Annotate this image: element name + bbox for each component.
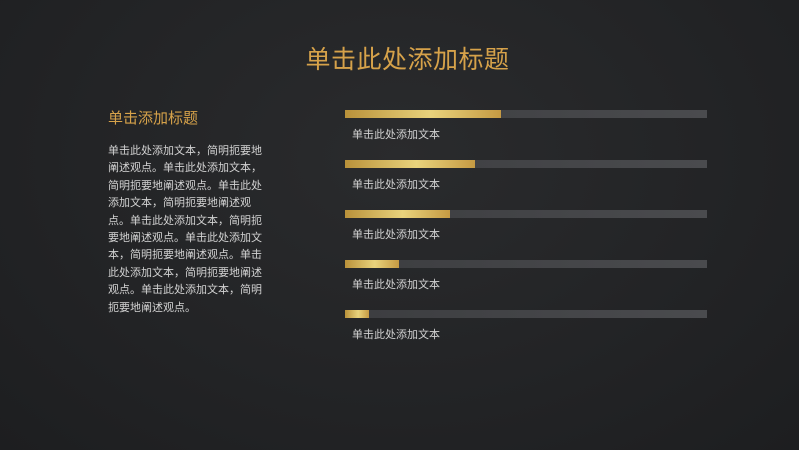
progress-item: 单击此处添加文本	[345, 210, 707, 260]
progress-label[interactable]: 单击此处添加文本	[352, 178, 440, 191]
progress-fill	[345, 210, 450, 218]
progress-track	[345, 310, 707, 318]
progress-label[interactable]: 单击此处添加文本	[352, 228, 440, 241]
progress-track	[345, 210, 707, 218]
progress-item: 单击此处添加文本	[345, 310, 707, 360]
left-body-text[interactable]: 单击此处添加文本，简明扼要地阐述观点。单击此处添加文本，简明扼要地阐述观点。单击…	[108, 144, 262, 314]
progress-label[interactable]: 单击此处添加文本	[352, 128, 440, 141]
left-heading[interactable]: 单击添加标题	[108, 109, 199, 127]
progress-item: 单击此处添加文本	[345, 160, 707, 210]
progress-fill	[345, 260, 400, 268]
progress-fill	[345, 160, 476, 168]
progress-track	[345, 260, 707, 268]
slide-title[interactable]: 单击此处添加标题	[305, 45, 510, 74]
progress-label[interactable]: 单击此处添加文本	[352, 328, 440, 341]
progress-track	[345, 110, 707, 118]
progress-fill	[345, 110, 501, 118]
progress-fill	[345, 310, 369, 318]
progress-track	[345, 160, 707, 168]
progress-label[interactable]: 单击此处添加文本	[352, 278, 440, 291]
progress-bar-list: 单击此处添加文本 单击此处添加文本 单击此处添加文本 单击此处添加文本 单击此处…	[345, 110, 707, 360]
progress-item: 单击此处添加文本	[345, 260, 707, 310]
progress-item: 单击此处添加文本	[345, 110, 707, 160]
